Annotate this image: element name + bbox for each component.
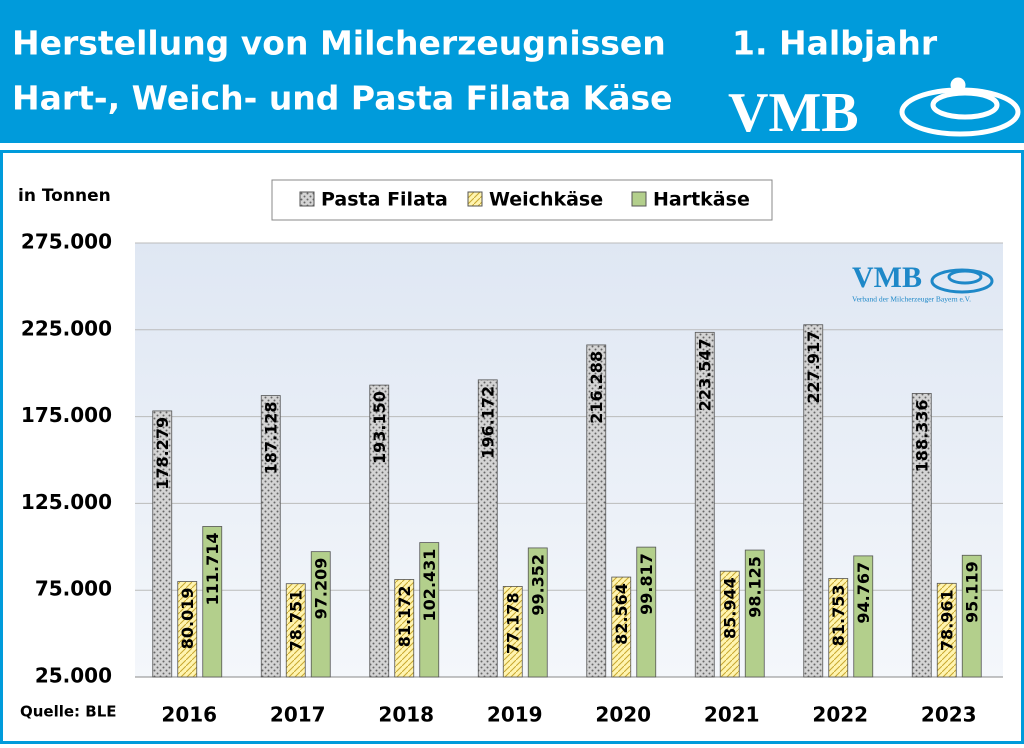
legend-label: Weichkäse <box>489 189 603 211</box>
inner-logo-swirl <box>930 268 994 294</box>
legend-swatch <box>299 191 315 207</box>
value-label: 102.431 <box>420 549 439 622</box>
value-label: 78.751 <box>286 590 305 652</box>
y-tick-label: 25.000 <box>35 664 112 688</box>
x-tick-label: 2018 <box>378 703 434 727</box>
bar <box>719 570 740 678</box>
y-tick-label: 275.000 <box>21 230 112 254</box>
value-label: 95.119 <box>962 561 981 623</box>
bar <box>152 410 173 678</box>
value-label: 81.753 <box>829 584 848 646</box>
legend-swatch <box>467 191 483 207</box>
value-label: 216.288 <box>587 351 606 424</box>
x-tick-label: 2020 <box>595 703 651 727</box>
x-tick-label: 2017 <box>270 703 326 727</box>
bar <box>477 379 498 678</box>
value-label: 196.172 <box>478 386 497 459</box>
bar <box>285 583 306 678</box>
value-label: 187.128 <box>261 402 280 475</box>
bar <box>803 324 824 678</box>
bar <box>369 384 390 678</box>
bar <box>394 579 415 678</box>
bar <box>636 546 657 678</box>
value-label: 77.178 <box>503 592 522 654</box>
x-tick-label: 2016 <box>161 703 217 727</box>
bar <box>853 555 874 678</box>
value-label: 178.279 <box>153 417 172 490</box>
bar <box>310 551 331 678</box>
value-label: 81.172 <box>395 585 414 647</box>
value-label: 193.150 <box>370 391 389 464</box>
period: 1. Halbjahr <box>732 24 938 63</box>
value-label: 85.944 <box>720 577 739 639</box>
value-label: 97.209 <box>311 558 330 620</box>
value-label: 227.917 <box>804 331 823 404</box>
value-label: 78.961 <box>937 589 956 651</box>
x-tick-label: 2019 <box>487 703 543 727</box>
legend-label: Pasta Filata <box>321 189 448 211</box>
value-label: 94.767 <box>854 562 873 624</box>
bar <box>961 554 982 678</box>
logo: VMB <box>728 82 859 144</box>
y-tick-label: 175.000 <box>21 403 112 427</box>
legend-swatch <box>631 191 647 207</box>
bar <box>502 586 523 678</box>
bar <box>828 578 849 678</box>
bar <box>586 344 607 678</box>
bar <box>611 576 632 678</box>
value-label: 99.817 <box>637 553 656 615</box>
bar <box>260 395 281 678</box>
value-label: 98.125 <box>745 556 764 618</box>
y-tick-label: 75.000 <box>35 577 112 601</box>
value-label: 99.352 <box>528 554 547 616</box>
y-tick-label: 125.000 <box>21 490 112 514</box>
logo-swirl <box>899 77 1021 137</box>
bar <box>177 581 198 678</box>
legend-label: Hartkäse <box>653 189 750 211</box>
bar <box>936 582 957 678</box>
x-tick-label: 2023 <box>921 703 977 727</box>
x-tick-label: 2022 <box>812 703 868 727</box>
value-label: 223.547 <box>695 338 714 411</box>
bar <box>744 549 765 678</box>
bar <box>527 547 548 678</box>
y-tick-label: 225.000 <box>21 316 112 340</box>
y-axis-label: in Tonnen <box>18 186 111 206</box>
title: Hart-, Weich- und Pasta Filata Käse <box>12 79 672 118</box>
bar <box>911 393 932 678</box>
bar <box>419 542 440 678</box>
value-label: 82.564 <box>612 583 631 645</box>
value-label: 188.336 <box>912 399 931 472</box>
source: Quelle: BLE <box>20 703 117 721</box>
inner-logo: VMB <box>852 261 922 294</box>
legend-box <box>271 179 773 221</box>
bar <box>202 526 223 678</box>
value-label: 80.019 <box>178 587 197 649</box>
title: Herstellung von Milcherzeugnissen <box>12 24 666 63</box>
x-tick-label: 2021 <box>704 703 760 727</box>
bar <box>694 331 715 678</box>
value-label: 111.714 <box>203 532 222 605</box>
header-band <box>0 0 1024 143</box>
inner-logo-subtitle: Verband der Milcherzeuger Bayern e.V. <box>852 295 971 304</box>
